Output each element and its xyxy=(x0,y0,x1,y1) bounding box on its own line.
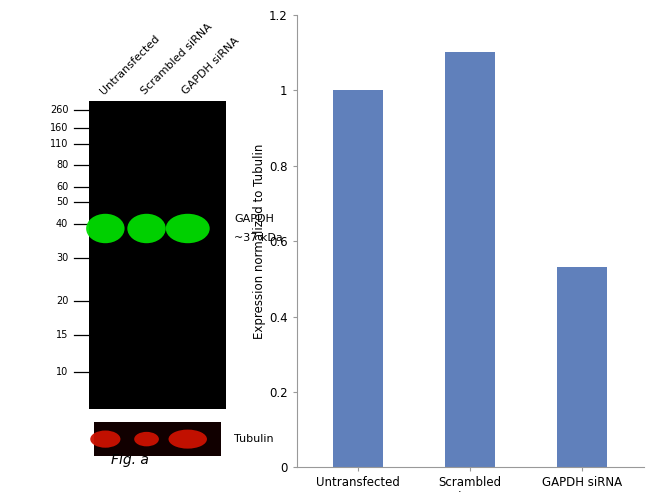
FancyBboxPatch shape xyxy=(89,101,226,408)
Text: 50: 50 xyxy=(56,197,68,207)
Text: Fig. a: Fig. a xyxy=(111,454,149,467)
Text: ~37 kDa: ~37 kDa xyxy=(235,234,283,244)
Text: 20: 20 xyxy=(56,296,68,306)
Ellipse shape xyxy=(86,214,125,243)
Ellipse shape xyxy=(134,432,159,446)
Text: 40: 40 xyxy=(56,219,68,229)
Bar xyxy=(333,90,384,467)
Text: Scrambled siRNA: Scrambled siRNA xyxy=(140,21,214,96)
Text: GAPDH siRNA: GAPDH siRNA xyxy=(181,35,242,96)
FancyBboxPatch shape xyxy=(94,422,221,456)
Text: 60: 60 xyxy=(56,182,68,192)
Text: Untransfected: Untransfected xyxy=(98,33,161,96)
Text: GAPDH: GAPDH xyxy=(235,214,274,223)
Ellipse shape xyxy=(127,214,166,243)
Text: 160: 160 xyxy=(50,123,68,133)
Text: 110: 110 xyxy=(50,139,68,149)
Ellipse shape xyxy=(168,430,207,449)
Text: 260: 260 xyxy=(50,105,68,115)
Ellipse shape xyxy=(166,214,210,243)
Bar xyxy=(445,53,495,467)
Text: Tubulin: Tubulin xyxy=(235,434,274,444)
Text: 30: 30 xyxy=(56,253,68,263)
Bar xyxy=(557,268,607,467)
Text: 10: 10 xyxy=(56,367,68,376)
Ellipse shape xyxy=(90,430,120,448)
Text: 15: 15 xyxy=(56,330,68,339)
Text: 80: 80 xyxy=(56,160,68,170)
Y-axis label: Expression normalized to Tubulin: Expression normalized to Tubulin xyxy=(253,143,266,339)
